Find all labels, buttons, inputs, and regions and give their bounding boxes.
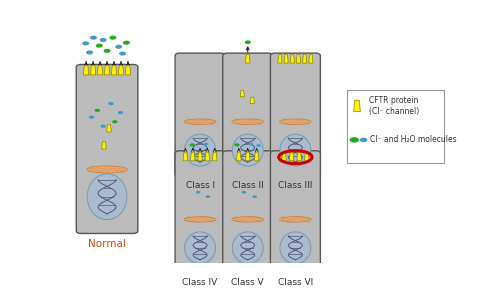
Ellipse shape xyxy=(232,119,264,124)
Circle shape xyxy=(244,40,251,44)
Circle shape xyxy=(112,120,117,123)
Circle shape xyxy=(89,116,94,119)
Text: CFTR protein
(Cl⁻ channel): CFTR protein (Cl⁻ channel) xyxy=(368,96,419,116)
Polygon shape xyxy=(284,55,288,63)
Polygon shape xyxy=(250,97,254,104)
FancyBboxPatch shape xyxy=(175,53,225,177)
Circle shape xyxy=(115,45,122,49)
Circle shape xyxy=(190,143,195,147)
FancyBboxPatch shape xyxy=(348,90,444,163)
Circle shape xyxy=(242,191,246,194)
Polygon shape xyxy=(106,125,112,132)
Circle shape xyxy=(196,191,200,194)
Polygon shape xyxy=(297,152,302,161)
Polygon shape xyxy=(290,55,294,63)
Polygon shape xyxy=(304,152,309,161)
Ellipse shape xyxy=(87,174,127,219)
Text: Class III: Class III xyxy=(278,181,312,190)
Polygon shape xyxy=(102,142,106,149)
Circle shape xyxy=(360,137,368,142)
Polygon shape xyxy=(84,65,89,75)
Text: Normal: Normal xyxy=(88,239,126,249)
Circle shape xyxy=(350,137,359,142)
Polygon shape xyxy=(125,65,131,75)
Polygon shape xyxy=(90,65,96,75)
Ellipse shape xyxy=(184,119,216,124)
Circle shape xyxy=(256,144,261,147)
Circle shape xyxy=(86,50,93,55)
Text: Class I: Class I xyxy=(186,181,214,190)
FancyBboxPatch shape xyxy=(175,151,225,274)
Polygon shape xyxy=(278,55,282,63)
Polygon shape xyxy=(296,55,300,63)
Circle shape xyxy=(252,195,257,198)
Text: Cl⁻ and H₂O molecules: Cl⁻ and H₂O molecules xyxy=(370,135,456,144)
Text: Class VI: Class VI xyxy=(278,278,313,287)
Circle shape xyxy=(248,142,253,145)
Ellipse shape xyxy=(184,217,216,222)
Polygon shape xyxy=(246,152,250,161)
FancyBboxPatch shape xyxy=(76,65,138,233)
Ellipse shape xyxy=(184,134,216,166)
Text: Class II: Class II xyxy=(232,181,264,190)
Polygon shape xyxy=(112,65,117,75)
Circle shape xyxy=(110,36,116,40)
Circle shape xyxy=(94,109,100,112)
Text: Class V: Class V xyxy=(232,278,264,287)
Polygon shape xyxy=(354,100,360,112)
FancyBboxPatch shape xyxy=(222,53,272,177)
Polygon shape xyxy=(308,55,313,63)
Ellipse shape xyxy=(232,134,263,166)
Circle shape xyxy=(90,36,97,40)
Circle shape xyxy=(119,52,126,56)
Polygon shape xyxy=(104,65,110,75)
Circle shape xyxy=(100,38,106,42)
FancyBboxPatch shape xyxy=(222,151,272,274)
Ellipse shape xyxy=(184,232,216,264)
FancyBboxPatch shape xyxy=(270,53,320,177)
Polygon shape xyxy=(302,55,307,63)
Circle shape xyxy=(82,41,89,45)
Ellipse shape xyxy=(280,119,312,124)
Circle shape xyxy=(204,142,208,145)
Circle shape xyxy=(118,111,124,114)
Circle shape xyxy=(234,143,239,147)
Circle shape xyxy=(108,102,114,105)
Polygon shape xyxy=(118,65,124,75)
Ellipse shape xyxy=(232,232,263,264)
Ellipse shape xyxy=(280,232,311,264)
Polygon shape xyxy=(282,152,286,161)
Polygon shape xyxy=(183,152,188,161)
Ellipse shape xyxy=(86,166,128,173)
Circle shape xyxy=(96,44,103,48)
Polygon shape xyxy=(289,152,294,161)
Polygon shape xyxy=(236,152,241,161)
Circle shape xyxy=(104,49,110,53)
Polygon shape xyxy=(212,152,217,161)
Polygon shape xyxy=(246,55,250,63)
Circle shape xyxy=(100,125,106,128)
Polygon shape xyxy=(254,152,259,161)
Text: Class IV: Class IV xyxy=(182,278,218,287)
Polygon shape xyxy=(98,65,103,75)
FancyBboxPatch shape xyxy=(270,151,320,274)
Polygon shape xyxy=(198,152,202,161)
Polygon shape xyxy=(205,152,210,161)
Circle shape xyxy=(123,41,130,45)
Circle shape xyxy=(206,195,210,198)
Polygon shape xyxy=(240,90,244,97)
Ellipse shape xyxy=(232,217,264,222)
Ellipse shape xyxy=(280,134,311,166)
Polygon shape xyxy=(190,152,195,161)
Ellipse shape xyxy=(280,217,312,222)
